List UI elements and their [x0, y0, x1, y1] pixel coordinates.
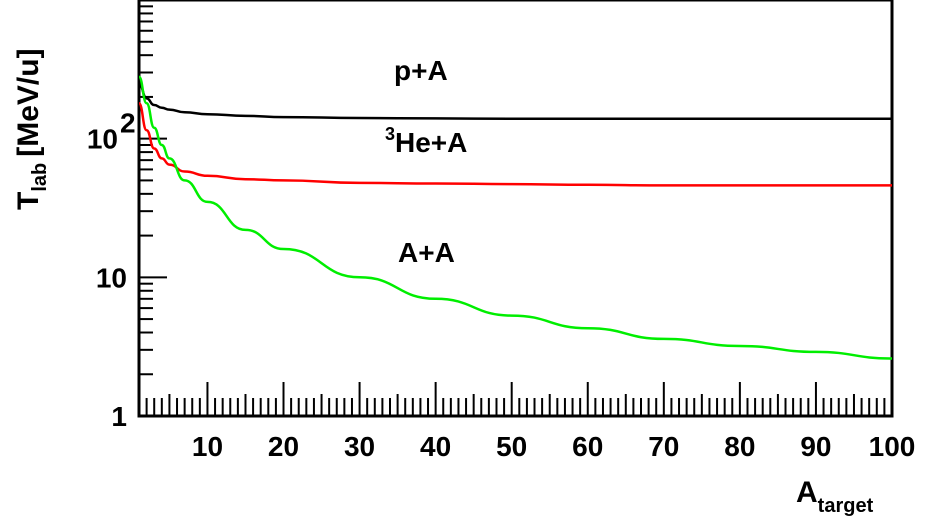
- y-axis-title-sub: lab: [29, 163, 51, 192]
- series-label-3he-a: 3He+A: [385, 124, 467, 158]
- plot-frame: [137, 0, 894, 418]
- x-tick-label: 60: [572, 431, 603, 462]
- series-label-3he-main: He+A: [395, 127, 467, 158]
- x-tick-label: 50: [496, 431, 527, 462]
- series-line-a-a: [137, 75, 893, 360]
- x-axis-title: Atarget: [796, 476, 874, 517]
- series-label-3he-sup: 3: [385, 124, 395, 144]
- x-tick-label: 100: [869, 431, 916, 462]
- x-tick-label: 40: [420, 431, 451, 462]
- series-line-p-a: [138, 82, 892, 121]
- y-tick-label: 10: [96, 262, 127, 293]
- axis-ticks: [139, 5, 893, 417]
- series-line-3he-a: [137, 102, 892, 187]
- x-tick-label: 70: [648, 431, 679, 462]
- x-tick-label: 80: [724, 431, 755, 462]
- series-label-a-a: A+A: [398, 237, 455, 268]
- x-tick-label: 30: [344, 431, 375, 462]
- x-axis-title-main: A: [796, 476, 818, 509]
- x-axis-title-sub: target: [818, 495, 874, 517]
- y-axis-title-main: T: [12, 192, 45, 210]
- x-tick-label: 10: [192, 431, 223, 462]
- series-curves: [137, 75, 893, 360]
- y-axis-title-unit: [MeV/u]: [12, 48, 45, 156]
- y-tick-label: 1: [111, 401, 127, 432]
- x-tick-label: 90: [800, 431, 831, 462]
- y-tick-label: 10: [87, 124, 118, 155]
- y-tick-label-exponent: 2: [120, 108, 136, 139]
- y-axis-title: Tlab [MeV/u]: [12, 48, 51, 210]
- x-tick-label: 20: [268, 431, 299, 462]
- series-label-p-a: p+A: [394, 55, 448, 86]
- plot-frame-group: [137, 0, 894, 418]
